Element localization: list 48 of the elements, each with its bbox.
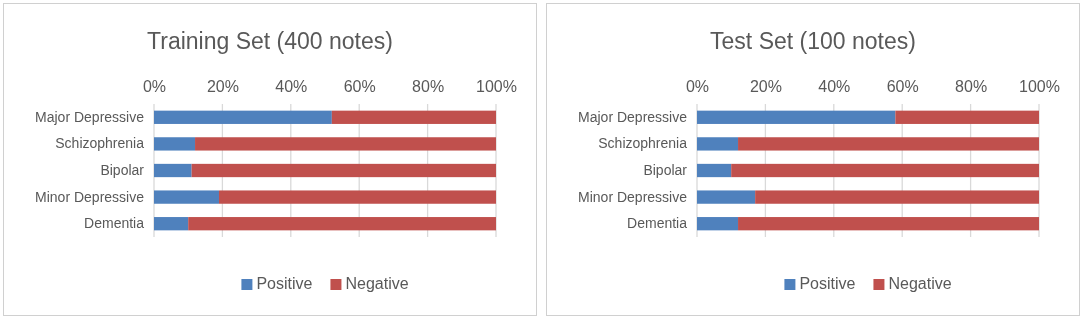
bar bbox=[195, 137, 496, 151]
y-tick-label: Major Depressive bbox=[35, 108, 145, 125]
bar bbox=[218, 190, 496, 204]
bar bbox=[154, 163, 192, 178]
bar bbox=[755, 190, 1039, 204]
bar bbox=[697, 163, 732, 178]
y-tick-label: Schizophrenia bbox=[598, 135, 688, 152]
x-tick-label: 60% bbox=[343, 78, 376, 95]
x-tick-label: 100% bbox=[1019, 78, 1060, 95]
x-tick-label: 80% bbox=[955, 78, 988, 95]
y-tick-label: Bipolar bbox=[100, 161, 145, 178]
y-tick-label: Dementia bbox=[627, 215, 688, 232]
y-tick-label: Dementia bbox=[84, 215, 145, 232]
bar bbox=[154, 110, 332, 124]
bar bbox=[154, 217, 189, 231]
y-tick-label: Minor Depressive bbox=[35, 188, 145, 205]
x-tick-label: 100% bbox=[476, 78, 517, 95]
x-tick-label: 40% bbox=[818, 78, 851, 95]
bar bbox=[697, 110, 896, 124]
x-tick-label: 20% bbox=[749, 78, 782, 95]
bar bbox=[895, 110, 1039, 124]
x-tick-label: 20% bbox=[206, 78, 239, 95]
y-tick-label: Minor Depressive bbox=[578, 188, 688, 205]
y-tick-label: Major Depressive bbox=[578, 108, 688, 125]
bar bbox=[154, 137, 196, 151]
y-tick-label: Bipolar bbox=[643, 161, 688, 178]
bar bbox=[188, 217, 496, 231]
x-tick-label: 0% bbox=[685, 78, 710, 95]
x-tick-label: 40% bbox=[275, 78, 308, 95]
bar bbox=[154, 190, 219, 204]
legend-label: Negative bbox=[888, 275, 952, 292]
bar bbox=[697, 137, 739, 151]
legend-label: Positive bbox=[799, 275, 856, 292]
x-tick-label: 80% bbox=[412, 78, 445, 95]
legend-label: Negative bbox=[345, 275, 409, 292]
bar bbox=[738, 137, 1039, 151]
x-tick-label: 0% bbox=[142, 78, 167, 95]
legend-label: Positive bbox=[256, 275, 313, 292]
bar bbox=[738, 217, 1039, 231]
chart-title: Training Set (400 notes) bbox=[147, 28, 393, 54]
bar bbox=[697, 190, 756, 204]
x-tick-label: 60% bbox=[886, 78, 919, 95]
bar bbox=[731, 163, 1039, 178]
y-tick-label: Schizophrenia bbox=[55, 135, 145, 152]
bar bbox=[331, 110, 496, 124]
chart-title: Test Set (100 notes) bbox=[710, 28, 916, 54]
bar bbox=[191, 163, 496, 178]
bar bbox=[697, 217, 739, 231]
